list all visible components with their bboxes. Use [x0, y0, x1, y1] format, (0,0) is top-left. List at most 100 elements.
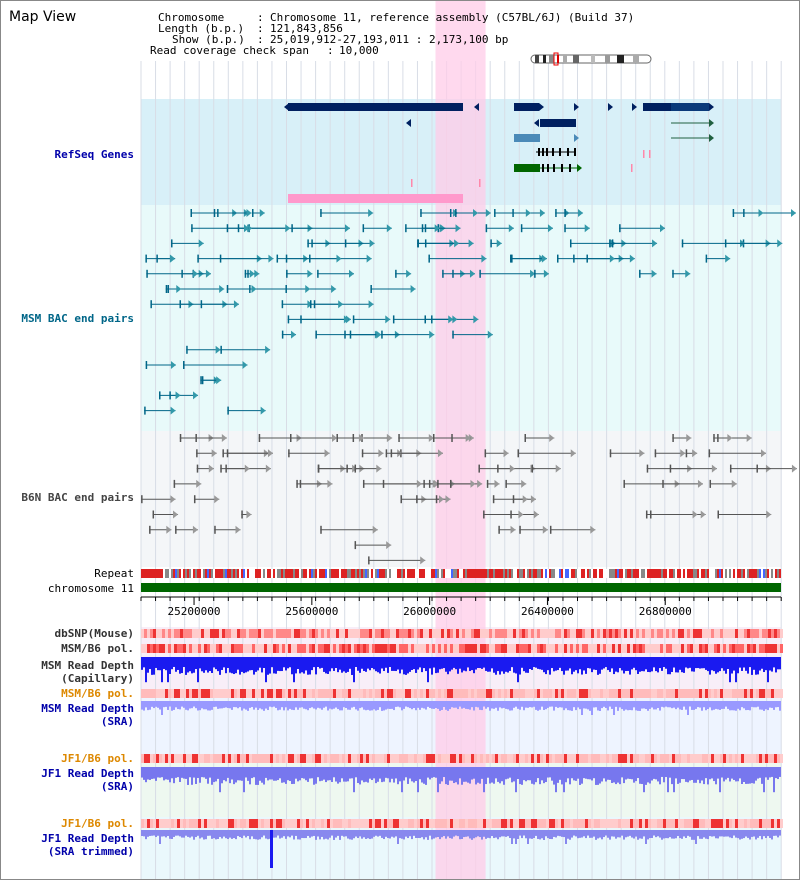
depth-bar — [219, 701, 221, 709]
depth-bar — [389, 657, 391, 668]
depth-bar — [271, 657, 273, 668]
msm-bac-pairs — [144, 209, 796, 415]
depth-bar — [613, 767, 615, 783]
msm-depth-capillary-label[interactable]: MSM Read Depth (Capillary) — [41, 659, 134, 685]
msm-depth-sra-label[interactable]: MSM Read Depth (SRA) — [41, 702, 134, 728]
depth-bar — [265, 701, 267, 709]
heat-cell — [276, 819, 279, 828]
heat-cell — [453, 644, 456, 653]
depth-bar — [649, 830, 651, 839]
depth-bar — [569, 701, 571, 711]
heat-cell — [390, 644, 393, 653]
depth-bar — [655, 830, 657, 838]
depth-bar — [571, 767, 573, 779]
heat-cell — [606, 689, 609, 698]
depth-bar — [471, 767, 473, 780]
depth-bar — [505, 701, 507, 709]
depth-bar — [413, 830, 415, 836]
depth-bar — [359, 701, 361, 709]
depth-bar — [763, 701, 765, 711]
heat-cell — [357, 689, 360, 698]
heat-cell — [363, 629, 366, 638]
depth-bar — [491, 657, 493, 669]
dbsnp-label[interactable]: dbSNP(Mouse) — [54, 627, 134, 640]
repeat-bar — [159, 569, 161, 578]
heat-cell — [141, 819, 144, 828]
heat-cell — [270, 819, 273, 828]
depth-bar — [269, 701, 271, 707]
depth-bar — [557, 767, 559, 783]
refseq-genes-label[interactable]: RefSeq Genes — [54, 148, 134, 161]
heat-cell — [396, 644, 399, 653]
jf1-depth-sra-label[interactable]: JF1 Read Depth (SRA) — [41, 767, 134, 793]
depth-bar — [603, 657, 605, 669]
depth-bar — [749, 657, 751, 668]
depth-bar — [351, 701, 353, 708]
depth-bar — [515, 767, 517, 793]
depth-bar — [299, 701, 301, 708]
heat-cell — [603, 644, 606, 653]
heat-cell — [459, 754, 462, 763]
depth-bar — [579, 657, 581, 670]
jf1-depth-trimmed-label[interactable]: JF1 Read Depth (SRA trimmed) — [41, 832, 134, 858]
depth-bar — [203, 701, 205, 710]
repeat-bar — [571, 569, 573, 578]
depth-bar — [389, 830, 391, 839]
heat-cell — [483, 754, 486, 763]
depth-bar — [583, 830, 585, 837]
heat-cell — [531, 689, 534, 698]
heat-cell — [399, 819, 402, 828]
depth-bar — [507, 767, 509, 779]
depth-bar — [221, 830, 223, 839]
bac-end-arrow — [731, 479, 737, 488]
heat-cell — [726, 689, 729, 698]
heat-cell — [318, 754, 321, 763]
depth-bar — [303, 830, 305, 839]
heat-cell — [408, 644, 411, 653]
heat-cell — [447, 819, 450, 828]
bac-end — [420, 209, 422, 217]
depth-bar — [631, 830, 633, 838]
depth-bar — [273, 657, 275, 674]
depth-bar — [189, 830, 191, 838]
repeat-bar — [443, 569, 445, 578]
msm-b6-pol-label[interactable]: MSM/B6 pol. — [61, 642, 134, 655]
heat-cell — [231, 644, 234, 653]
heat-cell — [714, 689, 717, 698]
bac-end — [709, 479, 712, 488]
depth-bar — [409, 767, 411, 779]
msm-b6-pol-2-label[interactable]: MSM/B6 pol. — [61, 687, 134, 700]
heat-cell — [753, 819, 756, 828]
repeat-bar — [455, 569, 457, 578]
repeat-bar — [739, 569, 741, 578]
heat-cell — [540, 689, 543, 698]
heat-cell — [192, 819, 195, 828]
bac-end-arrow — [481, 254, 487, 263]
depth-bar — [755, 701, 757, 708]
heat-cell — [585, 644, 588, 653]
heat-cell — [216, 754, 219, 763]
repeat-bar — [485, 569, 487, 578]
depth-bar — [211, 657, 213, 673]
depth-bar — [765, 767, 767, 778]
heat-cell — [357, 819, 360, 828]
b6n-bac-label[interactable]: B6N BAC end pairs — [21, 491, 134, 504]
heat-cell — [678, 644, 681, 653]
heat-cell — [303, 629, 306, 638]
heat-cell — [330, 819, 333, 828]
depth-bar — [735, 657, 737, 683]
depth-bar — [439, 701, 441, 711]
depth-bar — [167, 701, 169, 710]
depth-bar — [245, 767, 247, 778]
heat-cell — [243, 819, 246, 828]
heat-cell — [576, 629, 579, 638]
heat-cell — [171, 629, 174, 638]
depth-bar — [605, 767, 607, 782]
jf1-b6-pol-2-label[interactable]: JF1/B6 pol. — [61, 817, 134, 830]
heat-cell — [687, 754, 690, 763]
msm-bac-label[interactable]: MSM BAC end pairs — [21, 312, 134, 325]
heat-cell — [306, 754, 309, 763]
jf1-b6-pol-label[interactable]: JF1/B6 pol. — [61, 752, 134, 765]
depth-bar — [361, 767, 363, 781]
